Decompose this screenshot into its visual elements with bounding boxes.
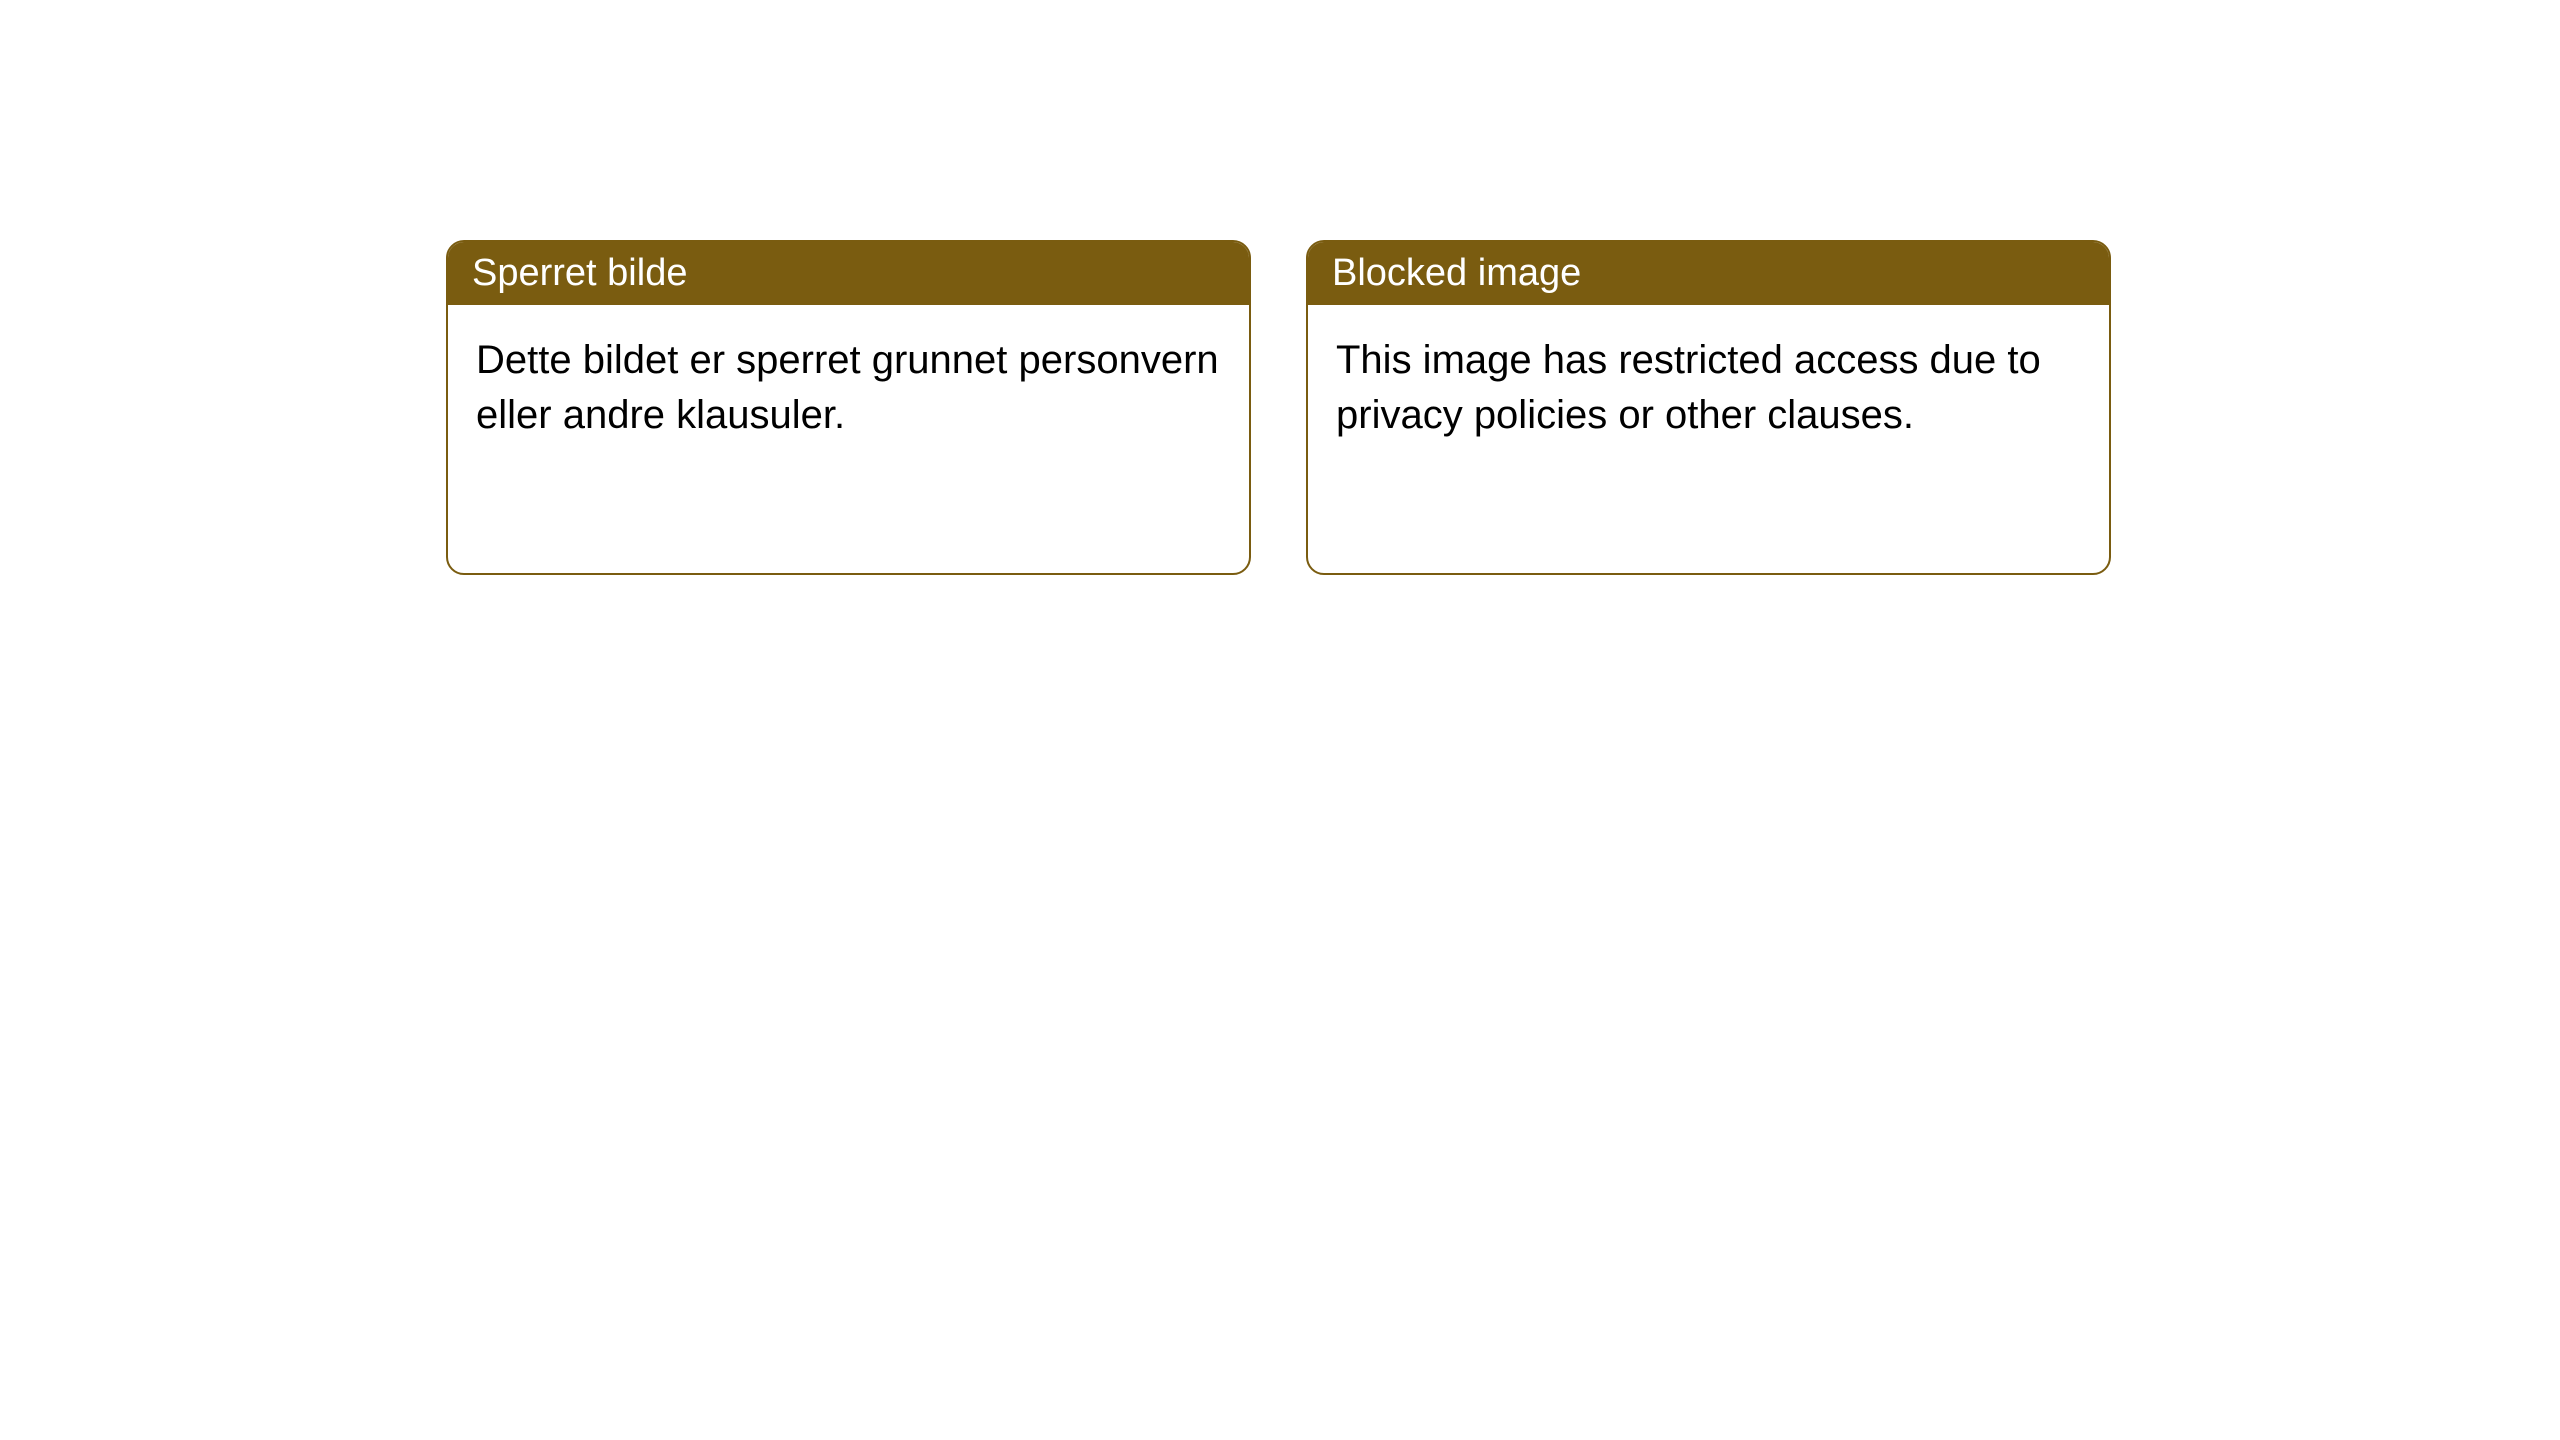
notice-title: Sperret bilde	[472, 252, 687, 294]
notice-message: This image has restricted access due to …	[1336, 338, 2041, 437]
notice-body: This image has restricted access due to …	[1308, 305, 2109, 471]
notice-message: Dette bildet er sperret grunnet personve…	[476, 338, 1219, 437]
notice-container: Sperret bilde Dette bildet er sperret gr…	[446, 240, 2111, 575]
notice-header: Sperret bilde	[448, 242, 1249, 305]
notice-header: Blocked image	[1308, 242, 2109, 305]
notice-card-norwegian: Sperret bilde Dette bildet er sperret gr…	[446, 240, 1251, 575]
notice-body: Dette bildet er sperret grunnet personve…	[448, 305, 1249, 471]
notice-card-english: Blocked image This image has restricted …	[1306, 240, 2111, 575]
notice-title: Blocked image	[1332, 252, 1581, 294]
